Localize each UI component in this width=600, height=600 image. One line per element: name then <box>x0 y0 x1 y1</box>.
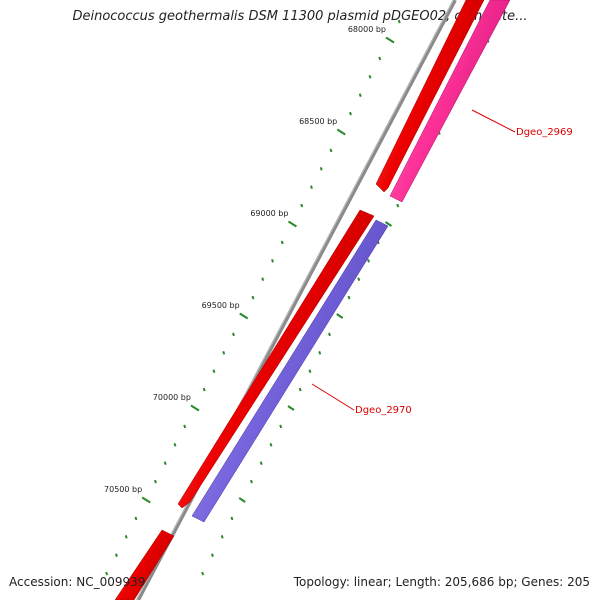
minor-tick <box>154 479 157 484</box>
map-summary: Topology: linear; Length: 205,686 bp; Ge… <box>293 575 590 589</box>
topology-value: linear <box>353 575 388 589</box>
sequence-backbone-highlight <box>136 0 454 600</box>
gene-label-leader <box>471 109 516 133</box>
gene-label-leader <box>311 383 355 411</box>
minor-tick <box>271 258 274 263</box>
sequence-backbone <box>136 0 457 600</box>
genes-label: Genes: <box>521 575 564 589</box>
minor-tick-dots <box>105 19 401 576</box>
length-label: Length: <box>395 575 441 589</box>
outer-tick <box>308 369 312 374</box>
major-tick <box>141 496 151 504</box>
map-title: Deinococcus geothermalis DSM 11300 plasm… <box>72 9 528 24</box>
outer-tick <box>287 405 295 411</box>
outer-tick <box>269 442 273 447</box>
outer-tick <box>259 461 263 466</box>
minor-tick <box>378 56 382 61</box>
tick-label: 70000 bp <box>153 393 191 402</box>
feature-block-red-middle[interactable] <box>177 209 375 509</box>
tick-label: 69500 bp <box>202 301 240 310</box>
minor-tick <box>183 424 187 429</box>
outer-tick <box>230 516 234 521</box>
minor-tick <box>261 277 265 282</box>
minor-tick <box>173 442 177 447</box>
tick-label: 68500 bp <box>299 117 337 126</box>
minor-tick <box>222 350 226 355</box>
accession-value: NC_009939 <box>76 575 146 589</box>
outer-tick <box>396 203 400 208</box>
minor-tick <box>163 461 167 466</box>
outer-tick <box>367 258 370 263</box>
gene-dgeo-2970[interactable] <box>191 219 389 523</box>
minor-tick <box>212 369 216 374</box>
outer-tick <box>298 387 302 392</box>
major-tick <box>190 404 200 412</box>
outer-tick <box>357 277 361 282</box>
minor-tick <box>280 240 284 245</box>
outer-tick <box>279 424 283 429</box>
length-value: 205,686 bp <box>444 575 514 589</box>
major-tick <box>239 312 249 320</box>
minor-tick <box>329 148 333 153</box>
minor-tick <box>349 111 352 116</box>
minor-tick <box>358 93 362 98</box>
minor-tick <box>368 74 372 79</box>
tick-label: 70500 bp <box>104 485 142 494</box>
outer-tick <box>347 295 351 300</box>
minor-tick <box>105 571 109 576</box>
minor-tick <box>124 534 128 539</box>
gene-label[interactable]: Dgeo_2970 <box>355 405 412 416</box>
major-tick <box>336 128 346 136</box>
major-tick <box>385 36 395 44</box>
minor-tick <box>134 516 138 521</box>
gene-label[interactable]: Dgeo_2969 <box>516 127 573 138</box>
minor-tick <box>202 387 206 392</box>
tick-label: 69000 bp <box>250 209 288 218</box>
accession-label: Accession: <box>9 575 73 589</box>
genes-value: 205 <box>567 575 590 589</box>
topology-label: Topology: <box>293 575 350 589</box>
minor-tick <box>310 185 313 190</box>
minor-tick <box>232 332 235 337</box>
outer-tick <box>210 553 214 558</box>
minor-tick <box>397 19 401 24</box>
major-tick <box>287 220 298 228</box>
outer-tick <box>318 350 322 355</box>
minor-tick <box>319 166 323 171</box>
feature-block-red-top[interactable] <box>375 0 485 193</box>
outer-tick <box>201 571 205 576</box>
outer-tick <box>336 313 344 319</box>
tick-label: 68000 bp <box>348 25 386 34</box>
position-ruler: 68000 bp 68500 bp 69000 bp 69500 bp 70000 bp… <box>104 25 395 504</box>
minor-tick <box>300 203 304 208</box>
outer-tick <box>220 534 224 539</box>
minor-tick <box>251 295 255 300</box>
accession-info: Accession: NC_009939 <box>9 575 145 589</box>
outer-tick <box>384 221 393 227</box>
outer-tick <box>250 479 253 484</box>
outer-tick <box>328 332 331 337</box>
gene-dgeo-2969[interactable] <box>389 0 511 203</box>
outer-tick <box>238 497 246 503</box>
minor-tick <box>114 553 118 558</box>
feature-block-red-bottom[interactable] <box>114 529 175 600</box>
